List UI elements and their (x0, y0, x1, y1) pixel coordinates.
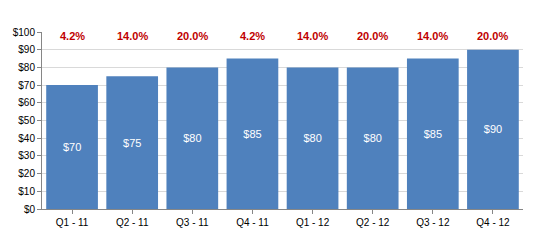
svg-text:$30: $30 (18, 150, 35, 161)
svg-text:$85: $85 (424, 128, 442, 140)
svg-text:$90: $90 (18, 44, 35, 55)
svg-text:Q1 - 12: Q1 - 12 (296, 217, 330, 228)
svg-text:$80: $80 (364, 132, 382, 144)
svg-text:14.0%: 14.0% (117, 30, 148, 42)
svg-text:Q4 - 11: Q4 - 11 (236, 217, 269, 228)
svg-text:Q4 - 12: Q4 - 12 (476, 217, 510, 228)
svg-text:20.0%: 20.0% (177, 30, 208, 42)
svg-text:$60: $60 (18, 97, 35, 108)
svg-text:20.0%: 20.0% (357, 30, 388, 42)
svg-text:Q3 - 11: Q3 - 11 (176, 217, 209, 228)
svg-text:$20: $20 (18, 168, 35, 179)
svg-text:14.0%: 14.0% (297, 30, 328, 42)
svg-text:$80: $80 (303, 132, 321, 144)
svg-text:Q3 - 12: Q3 - 12 (416, 217, 450, 228)
svg-text:$40: $40 (18, 133, 35, 144)
svg-text:$70: $70 (63, 141, 81, 153)
svg-text:4.2%: 4.2% (60, 30, 85, 42)
svg-text:$50: $50 (18, 115, 35, 126)
svg-text:$100: $100 (13, 27, 36, 38)
svg-text:Q2 - 12: Q2 - 12 (356, 217, 390, 228)
svg-text:Q1 - 11: Q1 - 11 (56, 217, 89, 228)
svg-text:$90: $90 (484, 123, 502, 135)
svg-text:$75: $75 (123, 137, 141, 149)
svg-text:$10: $10 (18, 186, 35, 197)
svg-text:20.0%: 20.0% (477, 30, 508, 42)
svg-text:$70: $70 (18, 80, 35, 91)
svg-text:14.0%: 14.0% (417, 30, 448, 42)
svg-text:$80: $80 (183, 132, 201, 144)
svg-text:Q2 - 11: Q2 - 11 (116, 217, 149, 228)
svg-text:$80: $80 (18, 62, 35, 73)
svg-text:4.2%: 4.2% (240, 30, 265, 42)
svg-text:$0: $0 (24, 204, 36, 215)
svg-text:$85: $85 (243, 128, 261, 140)
